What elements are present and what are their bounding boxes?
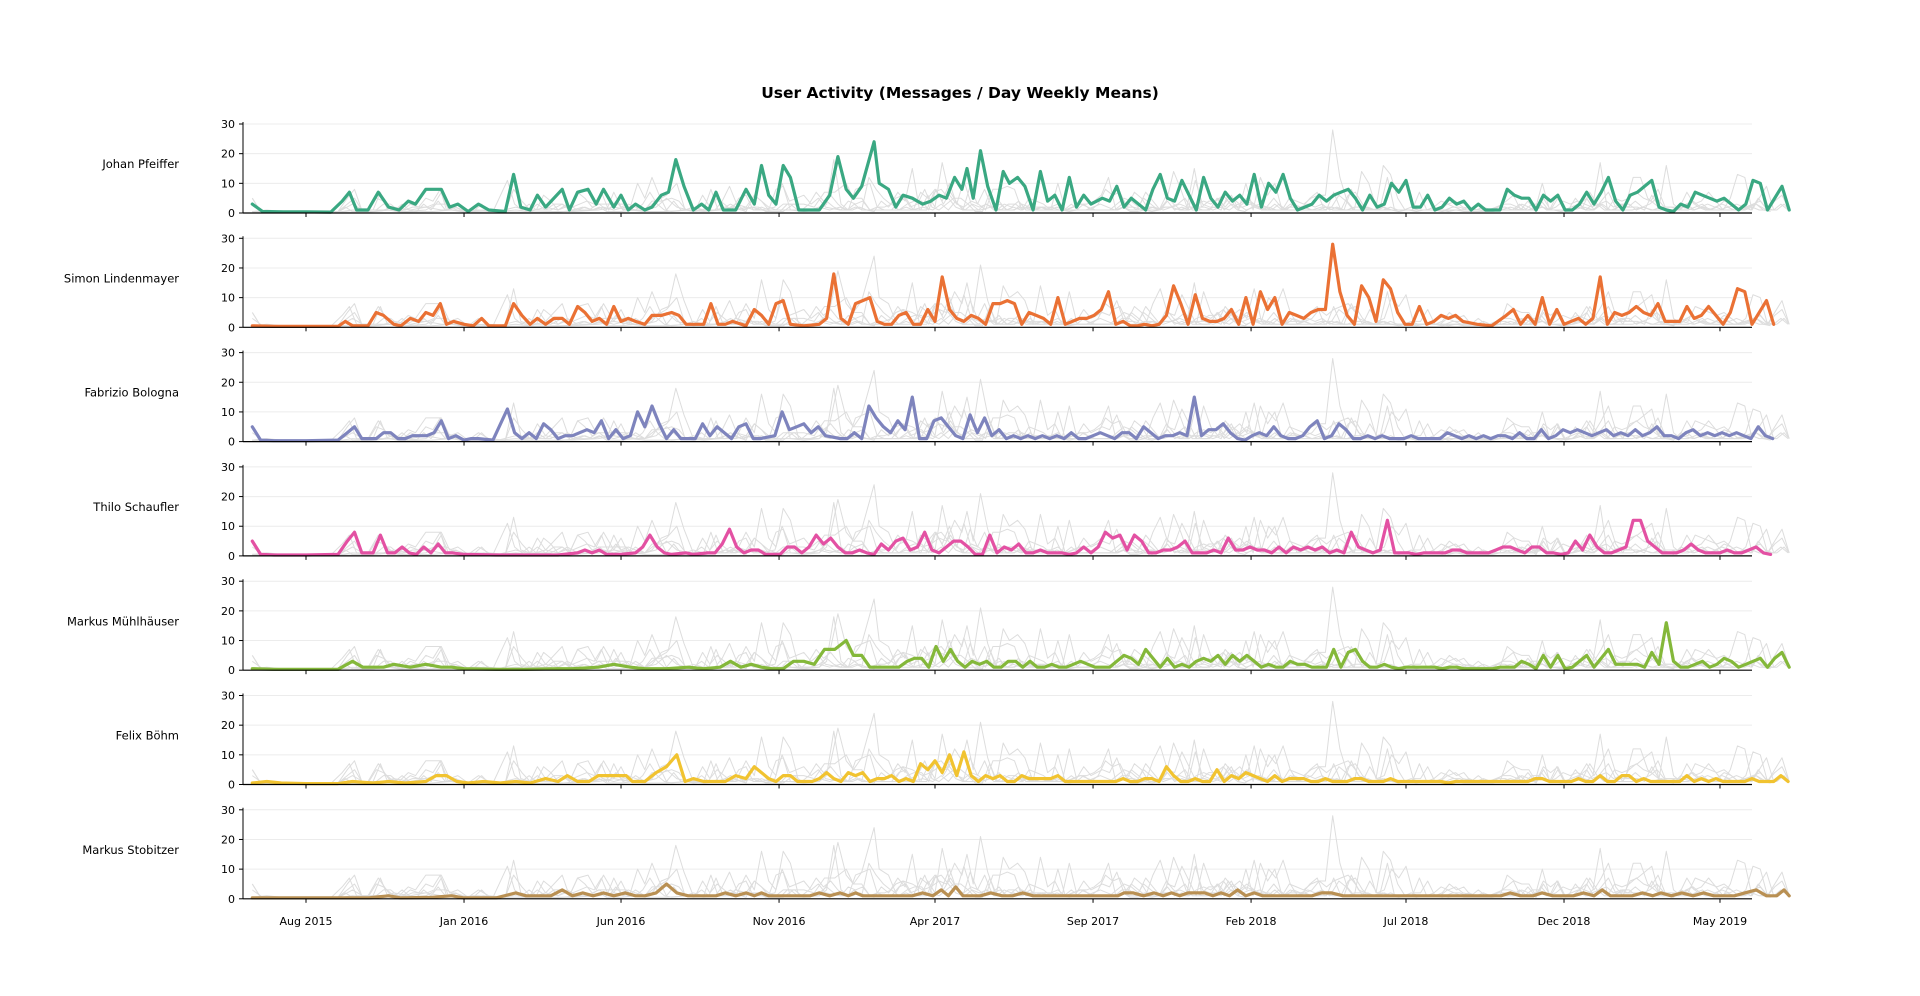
y-tick-label: 30: [221, 804, 235, 817]
panel-3: 0 10 20 30 Fabrizio Bologna: [84, 347, 1790, 449]
x-tick-label: Dec 2018: [1538, 915, 1591, 928]
background-series-line: [252, 358, 1775, 442]
series-line: [250, 750, 1790, 786]
y-tick-label: 30: [221, 690, 235, 703]
y-tick-label: 0: [228, 550, 235, 563]
panel-7: 0 10 20 30 Markus Stobitzer Aug 2015 Jan 2016 J…: [82, 804, 1791, 928]
panel-1: 0 10 20 30 Johan Pfeiffer: [101, 118, 1791, 220]
panel-2: 0 10 20 30 Simon Lindenmayer: [64, 232, 1790, 334]
y-tick-label: 30: [221, 461, 235, 474]
series-label: Felix Böhm: [116, 729, 179, 743]
background-series-line: [252, 815, 1775, 899]
y-tick-label: 20: [221, 262, 235, 275]
series-line: [250, 140, 1791, 214]
series-label: Markus Mühlhäuser: [67, 614, 179, 628]
y-tick-label: 10: [221, 177, 235, 190]
y-tick-label: 30: [221, 347, 235, 360]
series-line: [250, 518, 1773, 557]
series-label: Thilo Schaufler: [92, 500, 179, 514]
y-tick-label: 20: [221, 719, 235, 732]
background-series-line: [252, 472, 1775, 556]
y-tick-label: 30: [221, 232, 235, 245]
series-label: Fabrizio Bologna: [84, 386, 179, 400]
series-line: [250, 242, 1776, 328]
background-series-line: [252, 827, 1790, 899]
y-tick-label: 0: [228, 321, 235, 334]
y-tick-label: 20: [221, 833, 235, 846]
y-tick-label: 10: [221, 520, 235, 533]
y-tick-label: 0: [228, 779, 235, 792]
series-label: Johan Pfeiffer: [101, 157, 179, 171]
y-tick-label: 30: [221, 118, 235, 131]
chart-title: User Activity (Messages / Day Weekly Mea…: [761, 84, 1159, 102]
y-tick-label: 0: [228, 664, 235, 677]
y-tick-label: 10: [221, 292, 235, 305]
y-tick-label: 0: [228, 207, 235, 220]
y-tick-label: 0: [228, 436, 235, 449]
panel-4: 0 10 20 30 Thilo Schaufler: [92, 461, 1790, 563]
series-line: [250, 882, 1791, 900]
y-tick-label: 20: [221, 376, 235, 389]
x-tick-label: Apr 2017: [910, 915, 961, 928]
x-tick-label: Aug 2015: [280, 915, 333, 928]
x-tick-label: Sep 2017: [1067, 915, 1119, 928]
series-label: Markus Stobitzer: [82, 843, 179, 857]
x-tick-label: Jun 2016: [596, 915, 646, 928]
x-tick-label: Nov 2016: [753, 915, 806, 928]
x-tick-label: Jul 2018: [1383, 915, 1429, 928]
y-tick-label: 20: [221, 148, 235, 161]
background-series-line: [252, 369, 1790, 442]
background-series-line: [252, 700, 1775, 785]
y-tick-label: 10: [221, 635, 235, 648]
y-tick-label: 20: [221, 605, 235, 618]
y-tick-label: 10: [221, 749, 235, 762]
y-tick-label: 0: [228, 893, 235, 906]
series-label: Simon Lindenmayer: [64, 271, 179, 285]
y-tick-label: 30: [221, 575, 235, 588]
x-tick-label: Jan 2016: [439, 915, 488, 928]
background-series-line: [252, 129, 1775, 213]
panel-5: 0 10 20 30 Markus Mühlhäuser: [67, 575, 1791, 677]
background-series-line: [252, 712, 1790, 785]
y-tick-label: 10: [221, 406, 235, 419]
panel-6: 0 10 20 30 Felix Böhm: [116, 690, 1790, 792]
x-tick-label: Feb 2018: [1226, 915, 1277, 928]
series-line: [250, 395, 1775, 443]
series-line: [250, 621, 1791, 671]
y-tick-label: 10: [221, 863, 235, 876]
x-tick-label: May 2019: [1693, 915, 1747, 928]
y-tick-label: 20: [221, 491, 235, 504]
